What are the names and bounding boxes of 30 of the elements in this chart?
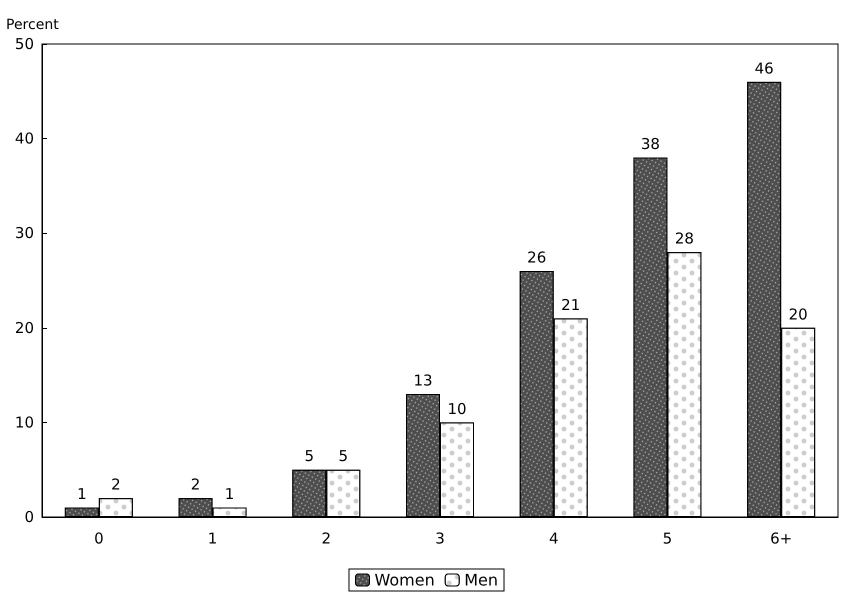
data-label: 2 — [190, 476, 200, 494]
x-tick-label: 0 — [94, 530, 104, 548]
data-label: 1 — [77, 485, 87, 504]
y-tick-label: 0 — [24, 508, 34, 526]
x-tick-label: 4 — [548, 530, 558, 548]
y-tick-label: 30 — [14, 224, 34, 242]
x-tick-label: 2 — [322, 530, 332, 548]
y-tick-label: 20 — [14, 318, 34, 337]
data-label: 5 — [304, 447, 314, 466]
y-axis-title: Percent — [6, 17, 60, 33]
x-tick-label: 5 — [662, 530, 672, 548]
data-label: 26 — [527, 248, 546, 267]
data-label: 28 — [674, 230, 694, 248]
data-label: 2 — [111, 476, 121, 494]
y-tick-label: 50 — [14, 35, 34, 53]
x-tick-label: 6+ — [770, 530, 792, 548]
data-label: 20 — [788, 305, 808, 324]
legend-label: Women — [374, 570, 435, 590]
x-tick-label: 1 — [208, 530, 218, 548]
x-tick-label: 3 — [435, 530, 445, 548]
data-label: 10 — [447, 400, 467, 418]
legend-label: Men — [464, 570, 498, 590]
y-tick-label: 40 — [14, 130, 34, 148]
data-label: 13 — [413, 372, 433, 390]
data-label: 5 — [338, 447, 348, 466]
data-label: 1 — [224, 485, 234, 504]
y-tick-label: 10 — [14, 413, 34, 432]
data-label: 46 — [754, 59, 774, 78]
data-label: 38 — [640, 135, 660, 154]
data-label: 21 — [561, 296, 580, 314]
